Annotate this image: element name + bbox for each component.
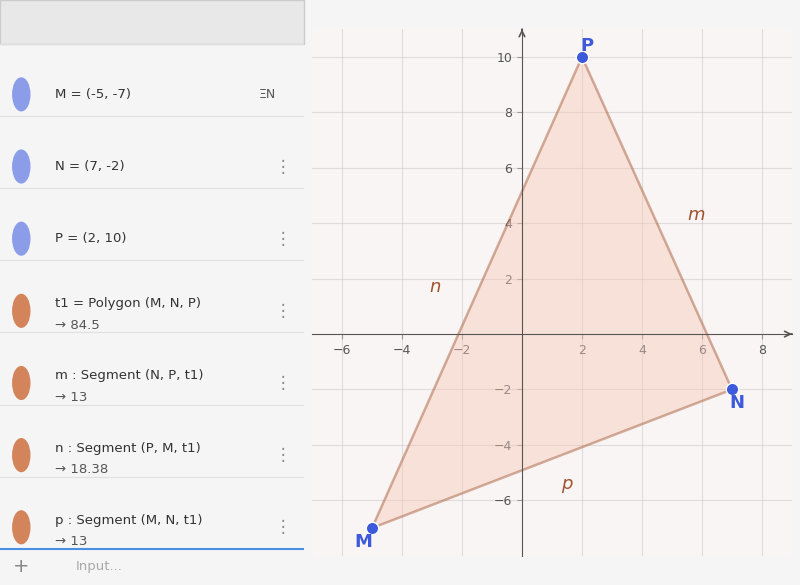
Text: n: n: [430, 278, 441, 296]
Text: N = (7, -2): N = (7, -2): [54, 160, 124, 173]
Text: ⋮: ⋮: [274, 230, 291, 247]
Circle shape: [13, 439, 30, 472]
Text: m : Segment (N, P, t1): m : Segment (N, P, t1): [54, 370, 203, 383]
Circle shape: [13, 222, 30, 255]
Text: M = (-5, -7): M = (-5, -7): [54, 88, 130, 101]
Text: ⋮: ⋮: [274, 157, 291, 176]
Polygon shape: [372, 57, 732, 528]
Circle shape: [13, 511, 30, 543]
Point: [366, 524, 378, 533]
Text: → 13: → 13: [54, 391, 87, 404]
Text: ΞN: ΞN: [259, 88, 276, 101]
Text: → 13: → 13: [54, 535, 87, 548]
Circle shape: [13, 367, 30, 400]
Text: N: N: [729, 394, 744, 412]
Circle shape: [13, 294, 30, 327]
Text: n : Segment (P, M, t1): n : Segment (P, M, t1): [54, 442, 201, 455]
Circle shape: [13, 78, 30, 111]
Text: t1 = Polygon (M, N, P): t1 = Polygon (M, N, P): [54, 297, 201, 310]
Text: ⋮: ⋮: [274, 374, 291, 392]
Text: ⋮: ⋮: [274, 446, 291, 464]
Text: P: P: [580, 37, 593, 55]
Bar: [0, 0, 304, 44]
Text: P = (2, 10): P = (2, 10): [54, 232, 126, 245]
Text: → 18.38: → 18.38: [54, 463, 108, 476]
Text: M: M: [354, 533, 372, 551]
Text: p : Segment (M, N, t1): p : Segment (M, N, t1): [54, 514, 202, 526]
Text: p: p: [562, 476, 573, 493]
Text: m: m: [687, 206, 705, 224]
Text: ⋮: ⋮: [274, 518, 291, 536]
Text: ⋮: ⋮: [274, 302, 291, 320]
Text: → 84.5: → 84.5: [54, 319, 99, 332]
Text: Input...: Input...: [76, 560, 123, 573]
Text: +: +: [13, 558, 30, 576]
Point: [726, 385, 738, 394]
Circle shape: [13, 150, 30, 183]
Point: [576, 52, 589, 61]
